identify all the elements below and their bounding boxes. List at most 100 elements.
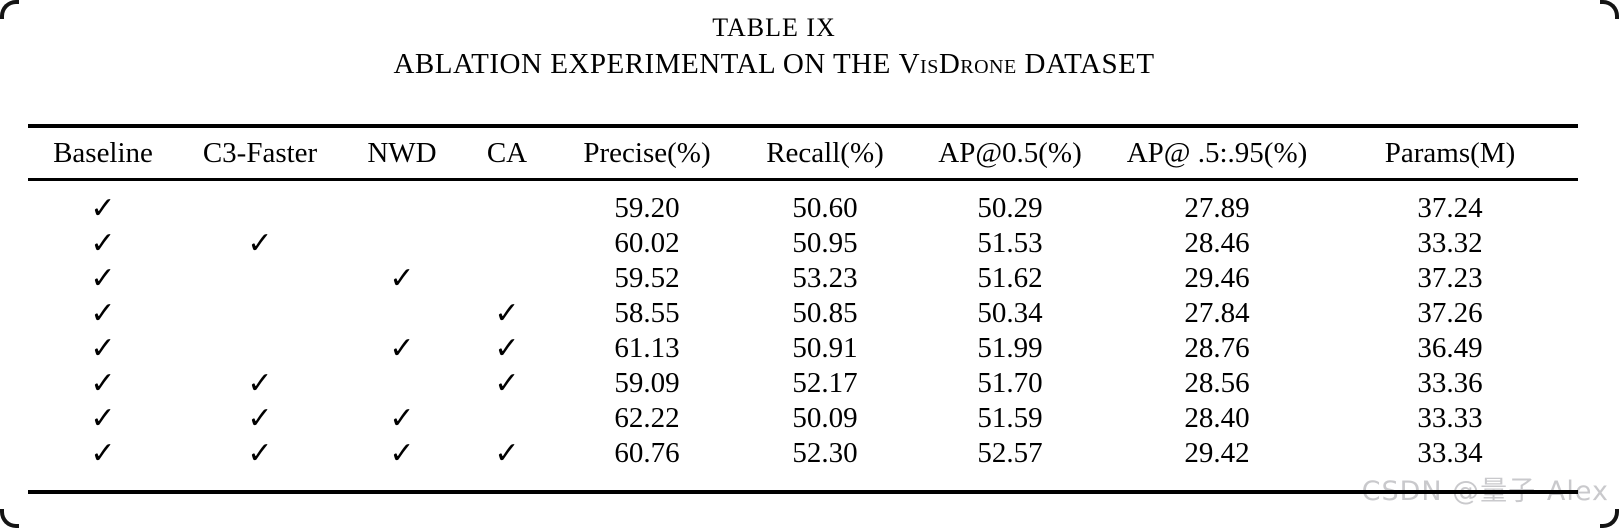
ablation-results-table: Baseline C3-Faster NWD CA Precise(%) Rec… [28,124,1578,494]
table-title-suffix: DATASET [1016,48,1155,80]
check-cell-nwd [342,366,462,401]
header-row: Baseline C3-Faster NWD CA Precise(%) Rec… [28,126,1578,181]
check-cell-baseline: ✓ [90,437,116,470]
check-cell-nwd: ✓ [389,402,415,435]
value-cell-precise: 59.09 [614,367,680,399]
check-cell-baseline: ✓ [90,332,116,365]
check-cell-baseline: ✓ [90,402,116,435]
value-cell-ap50: 50.34 [977,297,1043,329]
check-cell-c3-faster [178,180,342,227]
value-cell-params: 33.34 [1417,437,1483,469]
check-cell-ca [462,226,552,261]
value-cell-recall: 50.91 [792,332,858,364]
value-cell-recall: 50.60 [792,192,858,224]
check-cell-baseline: ✓ [90,262,116,295]
value-cell-ap5095: 28.56 [1184,367,1250,399]
check-cell-c3-faster: ✓ [247,367,273,400]
value-cell-params: 33.36 [1417,367,1483,399]
value-cell-recall: 52.17 [792,367,858,399]
table-row: ✓ ✓ ✓ ✓ 60.76 52.30 52.57 29.42 33.34 [28,436,1578,492]
value-cell-recall: 50.95 [792,227,858,259]
check-cell-nwd [342,296,462,331]
check-cell-ca: ✓ [494,297,520,330]
table-row: ✓ ✓ ✓ 59.09 52.17 51.70 28.56 33.36 [28,366,1578,401]
value-cell-ap50: 51.59 [977,402,1043,434]
value-cell-ap5095: 28.46 [1184,227,1250,259]
column-header-ap50: AP@0.5(%) [908,126,1112,181]
value-cell-precise: 59.20 [614,192,680,224]
value-cell-ap50: 51.62 [977,262,1043,294]
check-cell-ca [462,261,552,296]
check-cell-baseline: ✓ [90,297,116,330]
column-header-ap5095: AP@ .5:.95(%) [1112,126,1322,181]
value-cell-ap50: 51.70 [977,367,1043,399]
table-row: ✓ ✓ 58.55 50.85 50.34 27.84 37.26 [28,296,1578,331]
table-title: ABLATION EXPERIMENTAL ON THE VisDrone DA… [0,48,1548,81]
rounded-corner-top-left [0,0,19,19]
value-cell-precise: 59.52 [614,262,680,294]
check-cell-baseline: ✓ [90,227,116,260]
value-cell-ap5095: 27.89 [1184,192,1250,224]
check-cell-c3-faster: ✓ [247,227,273,260]
check-cell-c3-faster [178,261,342,296]
value-cell-recall: 53.23 [792,262,858,294]
check-cell-nwd: ✓ [389,332,415,365]
check-cell-nwd [342,226,462,261]
check-cell-ca: ✓ [494,437,520,470]
rounded-corner-top-right [1600,0,1619,19]
value-cell-params: 37.26 [1417,297,1483,329]
column-header-params: Params(M) [1322,126,1578,181]
value-cell-params: 37.24 [1417,192,1483,224]
check-cell-c3-faster: ✓ [247,402,273,435]
value-cell-precise: 62.22 [614,402,680,434]
check-cell-ca: ✓ [494,332,520,365]
column-header-ca: CA [462,126,552,181]
column-header-baseline: Baseline [28,126,178,181]
value-cell-params: 37.23 [1417,262,1483,294]
rounded-corner-bottom-right [1600,509,1619,528]
value-cell-precise: 58.55 [614,297,680,329]
column-header-precise: Precise(%) [552,126,742,181]
value-cell-ap50: 52.57 [977,437,1043,469]
value-cell-recall: 52.30 [792,437,858,469]
rounded-corner-bottom-left [0,509,19,528]
value-cell-params: 33.33 [1417,402,1483,434]
check-cell-ca [462,401,552,436]
check-cell-ca: ✓ [494,367,520,400]
value-cell-ap5095: 29.46 [1184,262,1250,294]
table-caption-block: TABLE IX ABLATION EXPERIMENTAL ON THE Vi… [0,13,1548,81]
value-cell-precise: 61.13 [614,332,680,364]
value-cell-ap5095: 28.76 [1184,332,1250,364]
value-cell-ap50: 50.29 [977,192,1043,224]
check-cell-baseline: ✓ [90,192,116,225]
column-header-nwd: NWD [342,126,462,181]
check-cell-nwd [342,180,462,227]
table-title-prefix: ABLATION EXPERIMENTAL ON THE [393,48,899,80]
value-cell-ap5095: 29.42 [1184,437,1250,469]
table-row: ✓ ✓ ✓ 61.13 50.91 51.99 28.76 36.49 [28,331,1578,366]
value-cell-precise: 60.76 [614,437,680,469]
table-row: ✓ ✓ ✓ 62.22 50.09 51.59 28.40 33.33 [28,401,1578,436]
table-row: ✓ 59.20 50.60 50.29 27.89 37.24 [28,180,1578,227]
check-cell-nwd: ✓ [389,262,415,295]
check-cell-c3-faster: ✓ [247,437,273,470]
value-cell-recall: 50.09 [792,402,858,434]
column-header-c3-faster: C3-Faster [178,126,342,181]
value-cell-ap50: 51.53 [977,227,1043,259]
check-cell-baseline: ✓ [90,367,116,400]
value-cell-params: 36.49 [1417,332,1483,364]
value-cell-ap50: 51.99 [977,332,1043,364]
table-number: TABLE IX [712,13,836,42]
value-cell-params: 33.32 [1417,227,1483,259]
value-cell-recall: 50.85 [792,297,858,329]
check-cell-nwd: ✓ [389,437,415,470]
check-cell-ca [462,180,552,227]
table-row: ✓ ✓ 60.02 50.95 51.53 28.46 33.32 [28,226,1578,261]
table-title-dataset-name: VisDrone [898,48,1017,80]
check-cell-c3-faster [178,296,342,331]
column-header-recall: Recall(%) [742,126,908,181]
value-cell-ap5095: 28.40 [1184,402,1250,434]
table-row: ✓ ✓ 59.52 53.23 51.62 29.46 37.23 [28,261,1578,296]
value-cell-precise: 60.02 [614,227,680,259]
